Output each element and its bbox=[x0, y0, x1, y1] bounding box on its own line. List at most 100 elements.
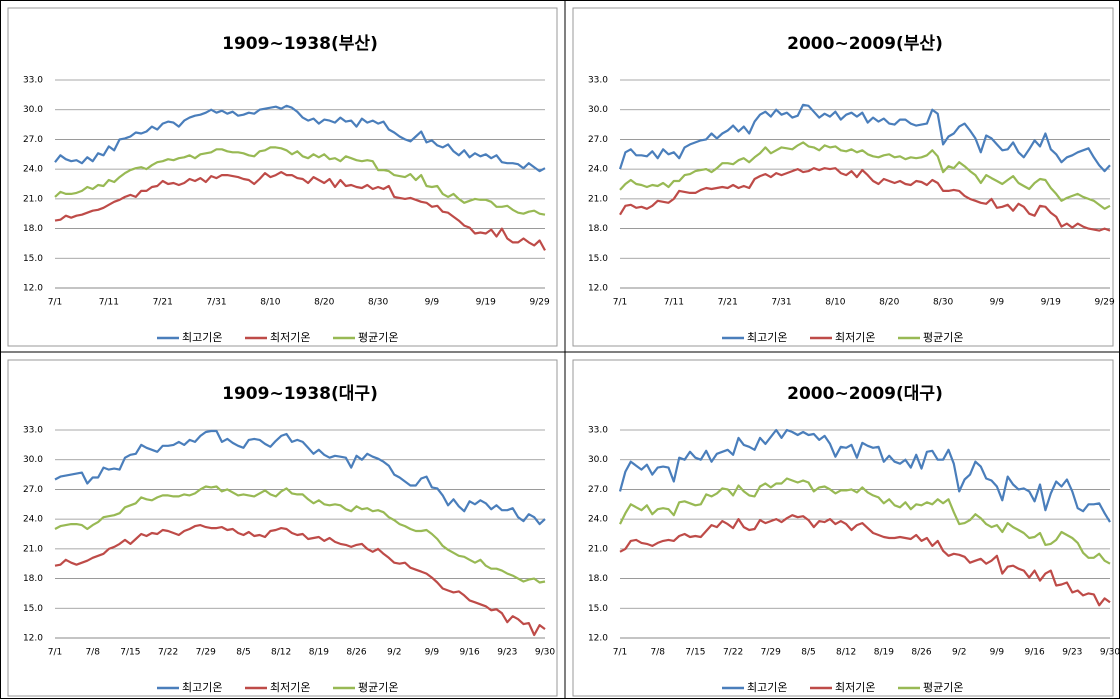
y-tick-label: 27.0 bbox=[588, 135, 608, 145]
legend-label: 최저기온 bbox=[270, 331, 310, 344]
x-tick-label: 7/31 bbox=[771, 298, 791, 308]
y-tick-label: 12.0 bbox=[23, 634, 43, 644]
y-tick-label: 27.0 bbox=[23, 135, 43, 145]
y-tick-label: 15.0 bbox=[23, 254, 43, 264]
legend-label: 평균기온 bbox=[358, 681, 398, 694]
x-tick-label: 9/16 bbox=[1025, 648, 1045, 658]
x-tick-label: 8/12 bbox=[271, 648, 291, 658]
y-tick-label: 24.0 bbox=[588, 165, 608, 175]
x-tick-label: 8/30 bbox=[933, 298, 953, 308]
y-tick-label: 18.0 bbox=[23, 574, 43, 584]
x-tick-label: 8/10 bbox=[260, 298, 280, 308]
data-line bbox=[618, 103, 1111, 173]
x-tick-label: 8/20 bbox=[879, 298, 899, 308]
y-tick-label: 21.0 bbox=[588, 544, 608, 554]
y-tick-label: 15.0 bbox=[588, 604, 608, 614]
y-tick-label: 30.0 bbox=[23, 455, 43, 465]
x-tick-label: 7/31 bbox=[206, 298, 226, 308]
y-tick-label: 21.0 bbox=[23, 544, 43, 554]
x-tick-label: 8/5 bbox=[801, 648, 815, 658]
x-tick-label: 9/19 bbox=[476, 298, 496, 308]
y-tick-label: 24.0 bbox=[23, 165, 43, 175]
legend-label: 최저기온 bbox=[835, 331, 875, 344]
legend-label: 최고기온 bbox=[182, 331, 222, 344]
data-line bbox=[54, 485, 546, 584]
legend-label: 최저기온 bbox=[835, 681, 875, 694]
y-tick-label: 33.0 bbox=[588, 76, 608, 86]
legend-label: 평균기온 bbox=[923, 331, 963, 344]
x-tick-label: 8/10 bbox=[825, 298, 845, 308]
y-tick-label: 18.0 bbox=[23, 224, 43, 234]
x-tick-label: 9/23 bbox=[497, 648, 517, 658]
y-tick-label: 33.0 bbox=[23, 426, 43, 436]
x-tick-label: 7/8 bbox=[85, 648, 100, 658]
x-tick-label: 9/9 bbox=[425, 298, 440, 308]
data-line bbox=[54, 524, 546, 637]
y-tick-label: 30.0 bbox=[588, 455, 608, 465]
data-line bbox=[54, 429, 546, 526]
x-tick-label: 8/19 bbox=[874, 648, 894, 658]
y-tick-label: 27.0 bbox=[588, 485, 608, 495]
data-line bbox=[619, 477, 1111, 565]
x-tick-label: 7/21 bbox=[153, 298, 173, 308]
data-line bbox=[54, 171, 546, 251]
chart-title: 2000~2009(부산) bbox=[787, 34, 943, 54]
x-tick-label: 7/1 bbox=[48, 648, 62, 658]
y-tick-label: 27.0 bbox=[23, 485, 43, 495]
legend-label: 평균기온 bbox=[923, 681, 963, 694]
x-tick-label: 9/9 bbox=[990, 648, 1005, 658]
data-line bbox=[619, 167, 1111, 232]
x-tick-label: 7/8 bbox=[650, 648, 665, 658]
x-tick-label: 8/20 bbox=[314, 298, 334, 308]
y-tick-label: 18.0 bbox=[588, 224, 608, 234]
y-tick-label: 15.0 bbox=[23, 604, 43, 614]
y-tick-label: 30.0 bbox=[588, 105, 608, 115]
y-tick-label: 12.0 bbox=[588, 634, 608, 644]
plot-frame bbox=[7, 7, 558, 347]
plot-frame bbox=[572, 7, 1114, 347]
x-tick-label: 9/16 bbox=[460, 648, 480, 658]
x-tick-label: 8/19 bbox=[309, 648, 329, 658]
legend-label: 최고기온 bbox=[182, 681, 222, 694]
data-line bbox=[54, 146, 546, 216]
y-tick-label: 21.0 bbox=[23, 194, 43, 204]
x-tick-label: 8/30 bbox=[368, 298, 388, 308]
plot-frame bbox=[7, 359, 558, 697]
x-tick-label: 9/19 bbox=[1041, 298, 1061, 308]
x-tick-label: 8/26 bbox=[346, 648, 366, 658]
x-tick-label: 7/21 bbox=[718, 298, 738, 308]
y-tick-label: 24.0 bbox=[23, 515, 43, 525]
x-tick-label: 8/5 bbox=[236, 648, 250, 658]
x-tick-label: 9/9 bbox=[425, 648, 440, 658]
y-tick-label: 33.0 bbox=[23, 76, 43, 86]
x-tick-label: 9/9 bbox=[990, 298, 1005, 308]
y-tick-label: 24.0 bbox=[588, 515, 608, 525]
y-tick-label: 15.0 bbox=[588, 254, 608, 264]
x-tick-label: 9/2 bbox=[952, 648, 966, 658]
x-tick-label: 7/15 bbox=[685, 648, 705, 658]
x-tick-label: 7/29 bbox=[196, 648, 216, 658]
plot-frame bbox=[572, 359, 1114, 697]
data-line bbox=[54, 104, 546, 173]
x-tick-label: 7/15 bbox=[120, 648, 140, 658]
x-tick-label: 7/11 bbox=[664, 298, 684, 308]
x-tick-label: 7/22 bbox=[158, 648, 178, 658]
x-tick-label: 7/1 bbox=[48, 298, 62, 308]
data-line bbox=[619, 141, 1111, 210]
legend-label: 최고기온 bbox=[747, 681, 787, 694]
x-tick-label: 7/29 bbox=[761, 648, 781, 658]
y-tick-label: 12.0 bbox=[23, 284, 43, 294]
data-line bbox=[619, 514, 1111, 607]
y-tick-label: 21.0 bbox=[588, 194, 608, 204]
x-tick-label: 7/11 bbox=[99, 298, 119, 308]
x-tick-label: 9/29 bbox=[530, 298, 550, 308]
y-tick-label: 12.0 bbox=[588, 284, 608, 294]
x-tick-label: 7/1 bbox=[613, 648, 627, 658]
y-tick-label: 18.0 bbox=[588, 574, 608, 584]
x-tick-label: 9/30 bbox=[1100, 648, 1120, 658]
legend-label: 평균기온 bbox=[358, 331, 398, 344]
chart-title: 2000~2009(대구) bbox=[787, 384, 943, 404]
data-line bbox=[618, 428, 1111, 523]
